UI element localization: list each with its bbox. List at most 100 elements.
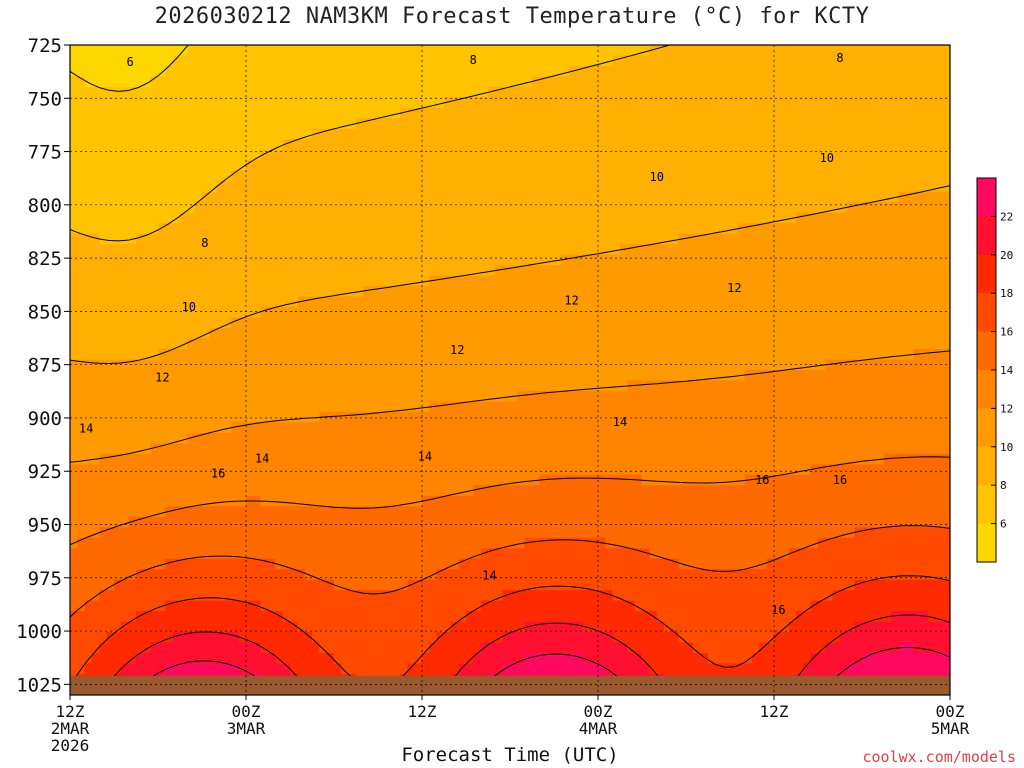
field-cell	[517, 390, 526, 403]
field-cell	[642, 76, 650, 88]
field-cell	[605, 663, 614, 675]
field-cell	[253, 254, 262, 266]
field-cell	[326, 453, 335, 465]
field-cell	[502, 202, 511, 214]
field-cell	[319, 181, 328, 193]
field-cell	[77, 443, 86, 455]
field-cell	[436, 642, 445, 654]
field-cell	[202, 495, 210, 507]
field-cell	[370, 76, 379, 88]
field-cell	[158, 65, 166, 78]
field-cell	[143, 495, 152, 507]
field-cell	[517, 432, 526, 444]
field-cell	[568, 422, 577, 434]
field-cell	[495, 569, 504, 581]
field-cell	[260, 328, 269, 340]
field-cell	[231, 139, 240, 151]
field-cell	[304, 443, 313, 455]
field-cell	[656, 254, 665, 266]
field-cell	[473, 149, 482, 161]
field-cell	[576, 202, 584, 214]
field-cell	[128, 55, 137, 67]
field-cell	[319, 149, 328, 161]
field-cell	[150, 495, 159, 507]
field-cell	[99, 590, 108, 602]
field-cell	[444, 506, 452, 518]
field-cell	[590, 254, 599, 266]
field-cell	[356, 464, 364, 476]
field-cell	[180, 537, 188, 549]
field-cell	[106, 76, 115, 88]
field-cell	[136, 244, 144, 256]
field-cell	[510, 317, 518, 329]
field-cell	[407, 632, 416, 644]
field-cell	[422, 328, 430, 340]
field-cell	[165, 170, 174, 182]
field-cell	[649, 149, 658, 161]
field-cell	[209, 579, 218, 591]
field-cell	[422, 65, 430, 78]
field-cell	[627, 653, 636, 665]
field-cell	[99, 443, 108, 455]
field-cell	[275, 579, 284, 591]
field-cell	[290, 97, 298, 109]
field-cell	[407, 527, 416, 539]
field-cell	[546, 118, 555, 130]
field-cell	[187, 506, 196, 518]
field-cell	[209, 317, 218, 329]
field-cell	[77, 401, 86, 413]
field-cell	[216, 118, 225, 130]
field-cell	[356, 349, 364, 361]
field-cell	[84, 212, 93, 224]
field-cell	[158, 516, 166, 528]
field-cell	[334, 45, 342, 57]
field-cell	[297, 422, 306, 434]
field-cell	[180, 506, 188, 518]
field-cell	[392, 338, 401, 350]
field-cell	[326, 621, 335, 633]
field-cell	[642, 453, 650, 465]
field-cell	[480, 432, 489, 444]
field-cell	[180, 600, 188, 612]
field-cell	[114, 621, 122, 633]
field-cell	[568, 506, 577, 518]
field-cell	[77, 149, 86, 161]
field-cell	[341, 411, 350, 424]
field-cell	[429, 548, 438, 560]
field-cell	[70, 401, 78, 413]
field-cell	[143, 453, 152, 465]
field-cell	[510, 139, 518, 151]
field-cell	[128, 600, 137, 612]
field-cell	[517, 558, 526, 570]
field-cell	[348, 411, 357, 424]
field-cell	[290, 202, 298, 214]
field-cell	[92, 97, 100, 109]
field-cell	[92, 254, 100, 266]
field-cell	[642, 55, 650, 67]
field-cell	[554, 275, 562, 287]
field-cell	[532, 76, 540, 88]
field-cell	[488, 86, 496, 99]
field-cell	[444, 632, 452, 644]
field-cell	[436, 45, 445, 57]
field-cell	[444, 464, 452, 476]
field-cell	[414, 202, 423, 214]
field-cell	[451, 223, 460, 235]
field-cell	[634, 118, 643, 130]
field-cell	[187, 401, 196, 413]
field-cell	[656, 328, 665, 340]
field-cell	[290, 265, 298, 277]
field-cell	[510, 265, 518, 277]
field-cell	[444, 443, 452, 455]
field-cell	[422, 296, 430, 308]
field-cell	[436, 107, 445, 119]
field-cell	[598, 181, 606, 193]
field-cell	[385, 170, 394, 182]
field-cell	[282, 296, 291, 308]
field-cell	[128, 390, 137, 403]
field-cell	[282, 390, 291, 403]
field-cell	[532, 401, 540, 413]
field-cell	[106, 443, 115, 455]
field-cell	[539, 621, 548, 633]
field-cell	[378, 590, 386, 602]
